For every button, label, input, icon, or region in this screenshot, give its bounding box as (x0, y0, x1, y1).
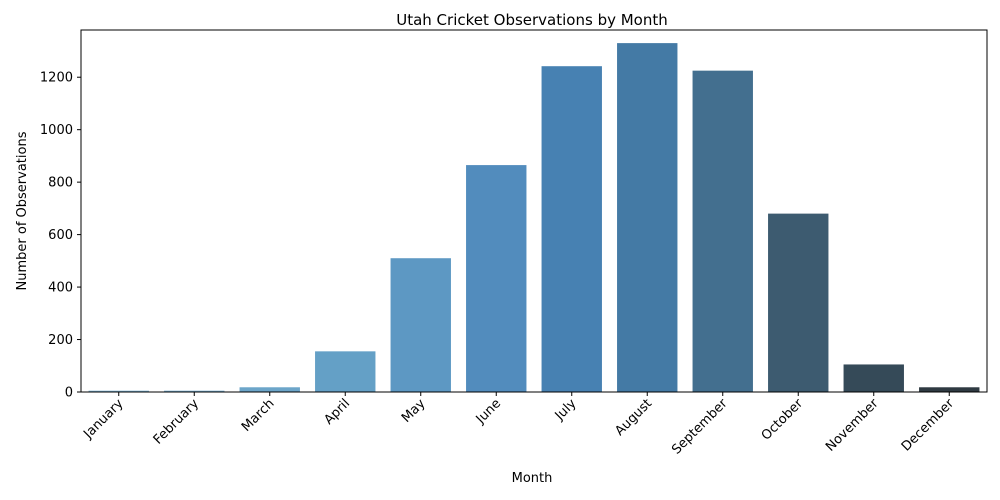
x-axis-label: Month (512, 471, 553, 486)
x-tick-label: May (399, 396, 429, 426)
bar-september (692, 70, 753, 392)
x-tick-label: January (80, 396, 126, 442)
bar-august (617, 43, 678, 393)
x-tick-label: September (669, 396, 731, 458)
bar-february (164, 390, 225, 392)
x-tick-label: August (612, 396, 655, 439)
y-tick-label: 1000 (40, 123, 73, 138)
bar-march (239, 387, 300, 392)
y-tick-label: 800 (48, 176, 73, 191)
bar-april (315, 351, 376, 392)
x-tick-label: July (552, 396, 580, 424)
x-tick-label: June (473, 396, 504, 427)
x-axis: January February March April May June July Augu… (80, 392, 958, 458)
bar-may (390, 258, 451, 392)
x-tick-label: February (151, 396, 203, 448)
y-tick-label: 1200 (40, 71, 73, 86)
bar-january (88, 390, 149, 392)
bar-november (843, 364, 904, 392)
bars (88, 43, 980, 393)
y-axis: 0 200 400 600 800 1000 1200 (40, 71, 81, 401)
y-tick-label: 400 (48, 281, 73, 296)
y-tick-label: 0 (65, 386, 73, 401)
x-tick-label: December (899, 396, 958, 455)
x-tick-label: March (239, 396, 278, 435)
y-tick-label: 600 (48, 228, 73, 243)
x-tick-label: April (321, 396, 353, 428)
bar-june (466, 165, 527, 392)
x-tick-label: October (759, 396, 807, 444)
bar-july (541, 66, 602, 392)
bar-october (768, 213, 829, 392)
bar-december (919, 387, 980, 392)
y-axis-label: Number of Observations (15, 131, 30, 290)
y-tick-label: 200 (48, 333, 73, 348)
plot-frame (80, 29, 988, 393)
x-tick-label: November (823, 396, 882, 455)
chart-title: Utah Cricket Observations by Month (396, 11, 668, 29)
